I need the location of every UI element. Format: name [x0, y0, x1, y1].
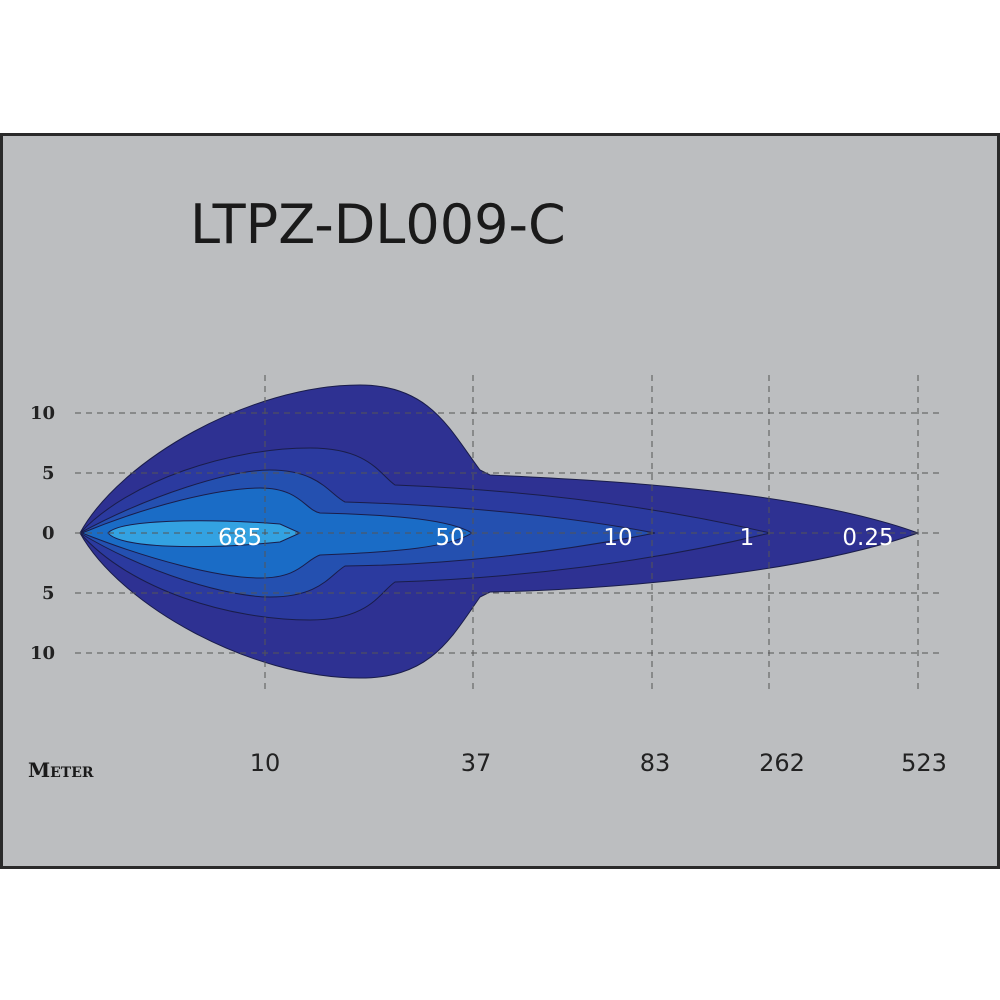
y-label: 10	[30, 643, 55, 664]
title: LTPZ-DL009-C	[190, 193, 566, 256]
beam	[78, 384, 920, 679]
x-label: 262	[759, 749, 805, 777]
x-title: Meter	[28, 758, 94, 782]
zone-label: 50	[435, 525, 464, 551]
y-label: 5	[42, 583, 55, 604]
y-label: 0	[42, 523, 55, 544]
x-label: 83	[640, 749, 671, 777]
x-label: 10	[250, 749, 281, 777]
y-label: 10	[30, 403, 55, 424]
x-label: 37	[461, 749, 492, 777]
zone-label: 1	[740, 525, 755, 551]
y-label: 5	[42, 463, 55, 484]
zone-inner	[107, 520, 302, 548]
zone-label: 0.25	[842, 525, 893, 551]
zone-label: 685	[218, 525, 262, 551]
grid	[75, 375, 940, 690]
zone-label: 10	[603, 525, 632, 551]
x-label: 523	[901, 749, 947, 777]
